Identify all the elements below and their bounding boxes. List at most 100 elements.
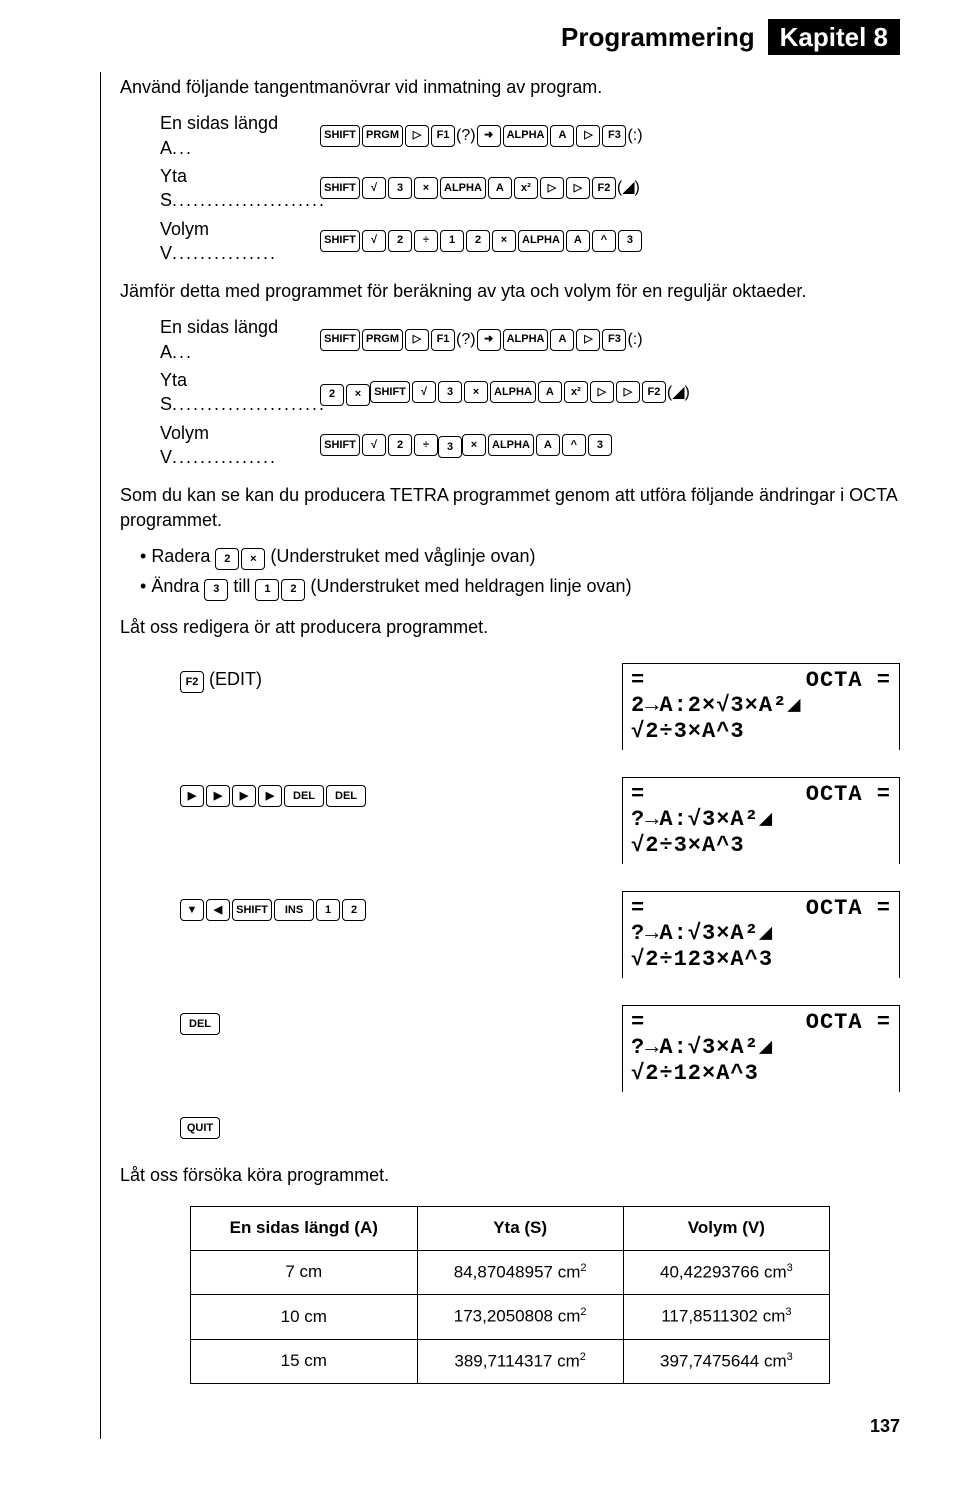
lcd-display: =OCTA = ?→A:√3×A²◢ √2÷123×A^3 bbox=[622, 891, 900, 978]
key-prgm: PRGM bbox=[362, 125, 403, 147]
key-shift: SHIFT bbox=[320, 434, 360, 456]
header-chapter: Kapitel 8 bbox=[768, 19, 900, 55]
key-×: × bbox=[346, 384, 370, 406]
key-÷: ÷ bbox=[414, 434, 438, 456]
table-cell: 117,8511302 cm3 bbox=[623, 1295, 829, 1340]
row2-yta-s: Yta S...................... 2× SHIFT√3×A… bbox=[160, 368, 900, 417]
table-cell: 10 cm bbox=[191, 1295, 418, 1340]
table-row: 15 cm389,7114317 cm2397,7475644 cm3 bbox=[191, 1339, 830, 1384]
key-▷: ▷ bbox=[576, 125, 600, 147]
key-▷: ▷ bbox=[405, 329, 429, 351]
key-1: 1 bbox=[440, 230, 464, 252]
key-alpha: ALPHA bbox=[518, 230, 564, 252]
key-alpha: ALPHA bbox=[490, 381, 536, 403]
key-▷: ▷ bbox=[590, 381, 614, 403]
key-2: 2 bbox=[388, 434, 412, 456]
col-length: En sidas längd (A) bbox=[191, 1206, 418, 1250]
row-volym-v: Volym V............... SHIFT√2÷12×ALPHAA… bbox=[160, 217, 900, 266]
bullet-2: Ändra 3 till 12 (Understruket med heldra… bbox=[140, 574, 900, 600]
col-volym: Volym (V) bbox=[623, 1206, 829, 1250]
key-1: 1 bbox=[316, 899, 340, 921]
key-ins: INS bbox=[274, 899, 314, 921]
mid-text-2: Som du kan se kan du producera TETRA pro… bbox=[120, 483, 900, 532]
key-3: 3 bbox=[204, 579, 228, 601]
table-cell: 84,87048957 cm2 bbox=[417, 1250, 623, 1295]
table-cell: 173,2050808 cm2 bbox=[417, 1295, 623, 1340]
key-alpha: ALPHA bbox=[440, 177, 486, 199]
key-▷: ▷ bbox=[540, 177, 564, 199]
key-1: 1 bbox=[255, 579, 279, 601]
key-x²: x² bbox=[564, 381, 588, 403]
key-3: 3 bbox=[618, 230, 642, 252]
key-2: 2 bbox=[466, 230, 490, 252]
table-cell: 15 cm bbox=[191, 1339, 418, 1384]
key-shift: SHIFT bbox=[320, 329, 360, 351]
key-shift: SHIFT bbox=[320, 125, 360, 147]
key-f3: F3 bbox=[602, 329, 626, 351]
bullet-list: Radera 2× (Understruket med våglinje ova… bbox=[140, 544, 900, 601]
key-shift: SHIFT bbox=[320, 177, 360, 199]
key-2: 2 bbox=[388, 230, 412, 252]
page-number: 137 bbox=[120, 1414, 900, 1438]
page-header: Programmering Kapitel 8 bbox=[120, 20, 900, 55]
key-f2: F2 bbox=[642, 381, 666, 403]
results-table: En sidas längd (A) Yta (S) Volym (V) 7 c… bbox=[190, 1206, 830, 1385]
key-▶: ▶ bbox=[232, 785, 256, 807]
row-yta-s: Yta S...................... SHIFT√3×ALPH… bbox=[160, 164, 900, 213]
key-a: A bbox=[538, 381, 562, 403]
table-row: 7 cm84,87048957 cm240,42293766 cm3 bbox=[191, 1250, 830, 1295]
key-√: √ bbox=[362, 177, 386, 199]
key-▼: ▼ bbox=[180, 899, 204, 921]
key-f1: F1 bbox=[431, 125, 455, 147]
key-del: DEL bbox=[180, 1013, 220, 1035]
key-×: × bbox=[464, 381, 488, 403]
key-3: 3 bbox=[588, 434, 612, 456]
key-a: A bbox=[550, 125, 574, 147]
keyseq-block-2: En sidas längd A... SHIFTPRGM▷F1 (?) ➜AL… bbox=[160, 315, 900, 469]
key-f2: F2 bbox=[592, 177, 616, 199]
row2-volym-v: Volym V............... SHIFT√2÷ 3 ×ALPHA… bbox=[160, 421, 900, 470]
key-a: A bbox=[566, 230, 590, 252]
key-√: √ bbox=[362, 434, 386, 456]
key-3: 3 bbox=[438, 381, 462, 403]
keyseq-block-1: En sidas längd A... SHIFTPRGM▷F1 (?) ➜AL… bbox=[160, 111, 900, 265]
key-2: 2 bbox=[320, 384, 344, 406]
key-f1: F1 bbox=[431, 329, 455, 351]
edit-steps: F2 (EDIT) =OCTA = 2→A:2×√3×A²◢ √2÷3×A^3 … bbox=[120, 663, 900, 1139]
key-▷: ▷ bbox=[405, 125, 429, 147]
step-5: QUIT bbox=[120, 1109, 900, 1139]
key-▷: ▷ bbox=[576, 329, 600, 351]
step-3: ▼◀SHIFTINS12 =OCTA = ?→A:√3×A²◢ √2÷123×A… bbox=[120, 891, 900, 981]
key-del: DEL bbox=[326, 785, 366, 807]
key-^: ^ bbox=[592, 230, 616, 252]
bullet-1: Radera 2× (Understruket med våglinje ova… bbox=[140, 544, 900, 570]
key-➜: ➜ bbox=[477, 125, 501, 147]
key-a: A bbox=[488, 177, 512, 199]
step-1: F2 (EDIT) =OCTA = 2→A:2×√3×A²◢ √2÷3×A^3 bbox=[120, 663, 900, 753]
intro-text: Använd följande tangentmanövrar vid inma… bbox=[120, 75, 900, 99]
table-cell: 40,42293766 cm3 bbox=[623, 1250, 829, 1295]
key-÷: ÷ bbox=[414, 230, 438, 252]
key-alpha: ALPHA bbox=[503, 125, 549, 147]
table-header-row: En sidas längd (A) Yta (S) Volym (V) bbox=[191, 1206, 830, 1250]
key-2: 2 bbox=[215, 548, 239, 570]
key-3: 3 bbox=[438, 436, 462, 458]
table-row: 10 cm173,2050808 cm2117,8511302 cm3 bbox=[191, 1295, 830, 1340]
key-√: √ bbox=[362, 230, 386, 252]
key-×: × bbox=[241, 548, 265, 570]
key-f3: F3 bbox=[602, 125, 626, 147]
key-×: × bbox=[492, 230, 516, 252]
step-2: ▶▶▶▶DELDEL =OCTA = ?→A:√3×A²◢ √2÷3×A^3 bbox=[120, 777, 900, 867]
key-shift: SHIFT bbox=[320, 230, 360, 252]
mid-text-3: Låt oss redigera ör att producera progra… bbox=[120, 615, 900, 639]
key-▷: ▷ bbox=[616, 381, 640, 403]
key-×: × bbox=[414, 177, 438, 199]
mid-text-1: Jämför detta med programmet för beräknin… bbox=[120, 279, 900, 303]
key-alpha: ALPHA bbox=[503, 329, 549, 351]
key-alpha: ALPHA bbox=[488, 434, 534, 456]
key-▷: ▷ bbox=[566, 177, 590, 199]
key-quit: QUIT bbox=[180, 1117, 220, 1139]
key-3: 3 bbox=[388, 177, 412, 199]
key-x²: x² bbox=[514, 177, 538, 199]
key-shift: SHIFT bbox=[370, 381, 410, 403]
